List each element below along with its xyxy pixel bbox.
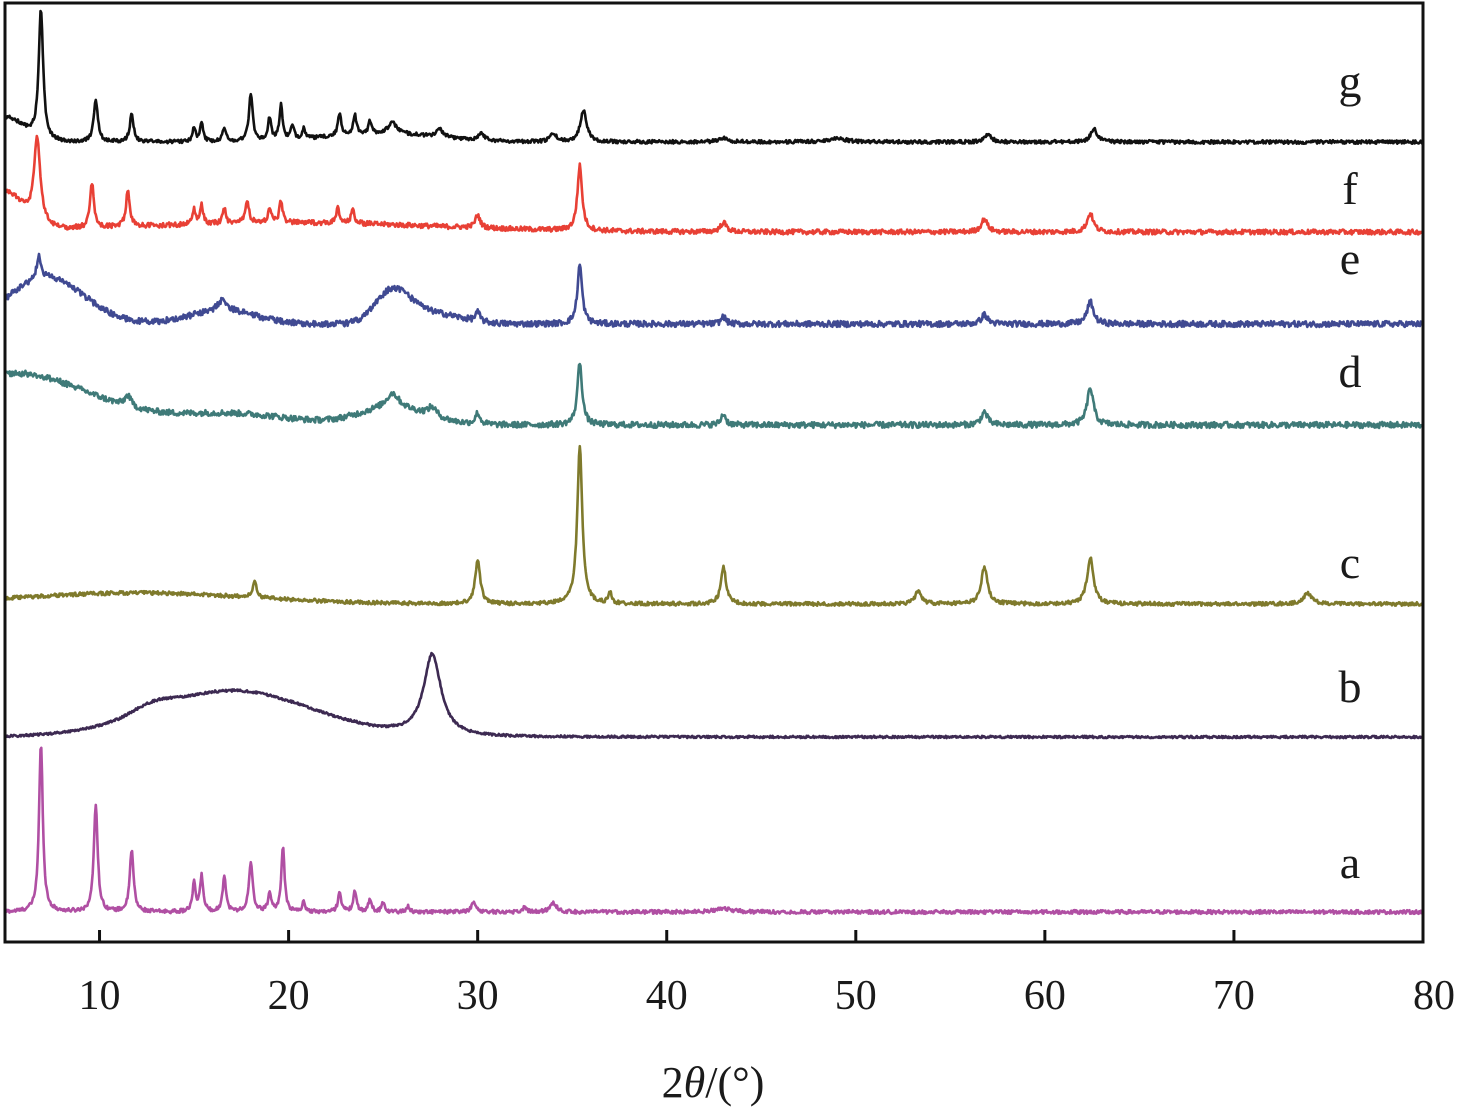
series-layer bbox=[3, 9, 1425, 916]
series-line-a bbox=[3, 746, 1424, 916]
series-label-layer: a b c d ef g bbox=[1339, 56, 1362, 888]
x-tick-label: 50 bbox=[835, 973, 877, 1019]
x-tick-label: 70 bbox=[1213, 973, 1255, 1019]
series-line-d bbox=[4, 362, 1424, 430]
x-tick-label: 40 bbox=[646, 973, 688, 1019]
series-label-f: f bbox=[1342, 163, 1358, 214]
x-tick-label: 30 bbox=[457, 973, 499, 1019]
series-label-a: a bbox=[1340, 837, 1360, 888]
x-axis-title-symbol: θ bbox=[684, 1058, 706, 1107]
x-axis-title-suffix: /(°) bbox=[705, 1058, 764, 1107]
tick-layer: 10 20 30 40 50 60 70 80 bbox=[79, 930, 1455, 1019]
series-line-b bbox=[3, 651, 1424, 740]
series-label-c: c bbox=[1340, 537, 1360, 588]
series-line-f bbox=[3, 134, 1425, 236]
x-axis-title-prefix: 2 bbox=[662, 1058, 684, 1107]
series-label-e: e bbox=[1340, 233, 1360, 284]
series-line-c bbox=[4, 444, 1425, 607]
plot-frame bbox=[3, 1, 1425, 944]
x-tick-label: 80 bbox=[1413, 973, 1455, 1019]
series-label-d: d bbox=[1339, 346, 1362, 397]
x-tick-label: 20 bbox=[268, 973, 310, 1019]
x-tick-label: 60 bbox=[1024, 973, 1066, 1019]
series-line-e bbox=[3, 252, 1425, 329]
series-label-b: b bbox=[1339, 661, 1362, 712]
series-line-g bbox=[4, 9, 1424, 145]
x-axis-title: 2θ/(°) bbox=[662, 1058, 765, 1107]
x-tick-label: 10 bbox=[79, 973, 121, 1019]
series-label-g: g bbox=[1339, 56, 1362, 107]
